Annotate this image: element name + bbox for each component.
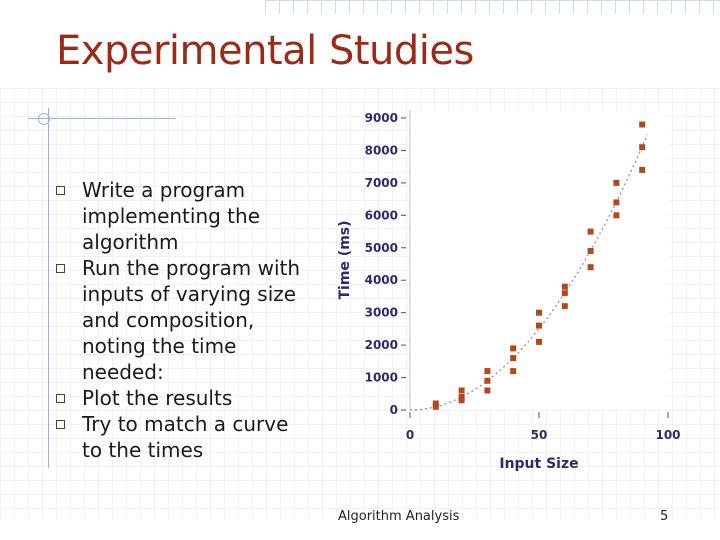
bullet-item: Try to match a curve to the times — [56, 411, 311, 463]
y-axis-label: Time (ms) — [337, 220, 353, 299]
data-point — [639, 144, 646, 151]
data-point — [432, 403, 439, 410]
footer-text: Algorithm Analysis — [338, 509, 460, 524]
plot-background — [410, 110, 668, 410]
data-point — [536, 322, 542, 329]
bullet-text: Run the program with inputs of varying s… — [82, 256, 301, 384]
y-tick-label: 6000 — [365, 208, 398, 222]
data-point — [458, 394, 465, 400]
y-tick-label: 2000 — [365, 338, 398, 352]
y-tick-label: 7000 — [365, 176, 398, 190]
decorative-vertical-line — [48, 108, 49, 468]
y-tick-label: 4000 — [365, 273, 398, 287]
decorative-horizontal-line — [28, 118, 176, 119]
bullet-text: Plot the results — [82, 386, 233, 410]
bullet-list: Write a program implementing the algorit… — [56, 177, 311, 463]
data-point — [561, 303, 568, 310]
data-point — [587, 264, 594, 271]
data-point — [561, 290, 568, 297]
y-tick-label: 5000 — [365, 241, 398, 255]
data-point — [613, 212, 620, 219]
bullet-item: Write a program implementing the algorit… — [56, 177, 311, 255]
data-points — [432, 121, 646, 410]
trend-curve — [410, 134, 648, 411]
decorative-circle — [38, 113, 50, 125]
x-tick-label: 50 — [531, 428, 548, 442]
decorative-grid-top — [265, 0, 720, 14]
bullet-item: Run the program with inputs of varying s… — [56, 255, 311, 385]
data-point — [510, 345, 517, 352]
data-point — [639, 166, 646, 173]
x-tick-label: 0 — [406, 428, 414, 442]
data-point — [587, 248, 594, 254]
y-tick-label: 9000 — [365, 111, 398, 125]
data-point — [510, 355, 517, 362]
y-tick-label: 1000 — [365, 371, 398, 385]
y-tick-label: 8000 — [365, 143, 398, 157]
data-point — [536, 338, 542, 345]
chart-svg: 0 1000 2000 3000 4000 5000 6000 7000 8000 9000 0 5… — [337, 110, 681, 472]
x-axis-ticks: 0 50 100 — [406, 412, 681, 442]
data-point — [536, 309, 542, 316]
slide-title: Experimental Studies — [56, 28, 474, 74]
data-point — [561, 283, 568, 290]
square-bullet-icon — [56, 264, 65, 273]
bullet-text: Try to match a curve to the times — [82, 412, 289, 462]
scatter-chart: 0 1000 2000 3000 4000 5000 6000 7000 8000 9000 0 5… — [330, 100, 690, 480]
x-axis-label: Input Size — [499, 456, 578, 472]
data-point — [510, 368, 517, 375]
data-point — [432, 400, 439, 407]
square-bullet-icon — [56, 186, 65, 195]
bullet-item: Plot the results — [56, 385, 311, 411]
data-point — [639, 121, 646, 128]
data-point — [458, 387, 465, 394]
bullet-text: Write a program implementing the algorit… — [82, 178, 261, 254]
data-point — [613, 199, 620, 206]
data-point — [458, 397, 465, 404]
x-tick-label: 100 — [655, 428, 680, 442]
y-tick-label: 0 — [390, 403, 398, 417]
y-tick-label: 3000 — [365, 306, 398, 320]
y-axis-ticks: 0 1000 2000 3000 4000 5000 6000 7000 8000 9000 — [365, 111, 406, 417]
data-point — [484, 387, 491, 394]
data-point — [484, 377, 491, 384]
data-point — [613, 179, 620, 186]
square-bullet-icon — [56, 394, 65, 403]
data-point — [587, 228, 594, 235]
page-number: 5 — [660, 509, 669, 524]
data-point — [484, 368, 491, 375]
square-bullet-icon — [56, 420, 65, 429]
